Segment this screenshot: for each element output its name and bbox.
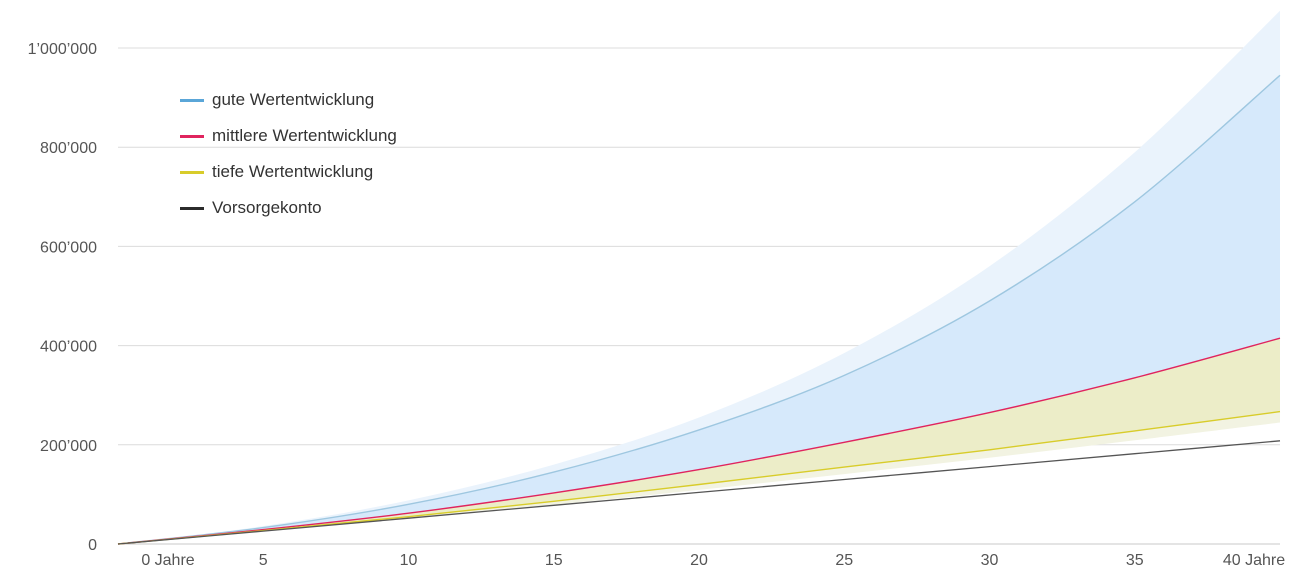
x-tick-label: 40 Jahre (1223, 552, 1285, 569)
series-lines (117, 74, 1281, 545)
legend-item-tiefe: tiefe Wertentwicklung (180, 154, 397, 190)
x-tick-label: 15 (545, 552, 563, 569)
legend-label-vorsorgekonto: Vorsorgekonto (212, 198, 322, 217)
y-tick-label: 200’000 (40, 438, 97, 455)
x-tick-label: 10 (400, 552, 418, 569)
x-axis-ticks: 0 Jahre 5 10 15 20 25 30 35 40 Jahre (141, 552, 1285, 569)
legend-swatch-vorsorgekonto (180, 206, 204, 210)
legend-item-vorsorgekonto: Vorsorgekonto (180, 190, 397, 226)
line-vorsorgekonto (117, 440, 1281, 545)
y-tick-label: 400’000 (40, 339, 97, 356)
x-tick-label: 25 (835, 552, 853, 569)
legend-label-gute: gute Wertentwicklung (212, 90, 375, 109)
y-axis-ticks: 0 200’000 400’000 600’000 800’000 1’000’000 (28, 41, 98, 554)
x-tick-label: 20 (690, 552, 708, 569)
legend-swatch-mittlere (180, 134, 204, 138)
legend-item-mittlere: mittlere Wertentwicklung (180, 118, 397, 154)
x-tick-label: 35 (1126, 552, 1144, 569)
line-gute (117, 74, 1281, 545)
x-tick-label: 5 (259, 552, 268, 569)
legend-swatch-gute (180, 98, 204, 102)
line-mittlere (117, 337, 1281, 545)
y-tick-label: 800’000 (40, 140, 97, 157)
area-gute-mittlere (118, 75, 1280, 545)
legend-item-gute: gute Wertentwicklung (180, 82, 397, 118)
x-tick-label: 30 (981, 552, 999, 569)
line-tiefe (117, 410, 1281, 545)
y-tick-label: 0 (88, 537, 97, 554)
legend-swatch-tiefe (180, 170, 204, 174)
legend-label-tiefe: tiefe Wertentwicklung (212, 162, 374, 181)
legend: gute Wertentwicklung mittlere Wertentwic… (180, 82, 397, 226)
area-mittlere-tiefe (118, 338, 1280, 544)
y-tick-label: 600’000 (40, 239, 97, 256)
y-tick-label: 1’000’000 (28, 41, 98, 58)
series-fills (118, 75, 1280, 545)
legend-label-mittlere: mittlere Wertentwicklung (212, 126, 397, 145)
x-tick-label: 0 Jahre (141, 552, 194, 569)
